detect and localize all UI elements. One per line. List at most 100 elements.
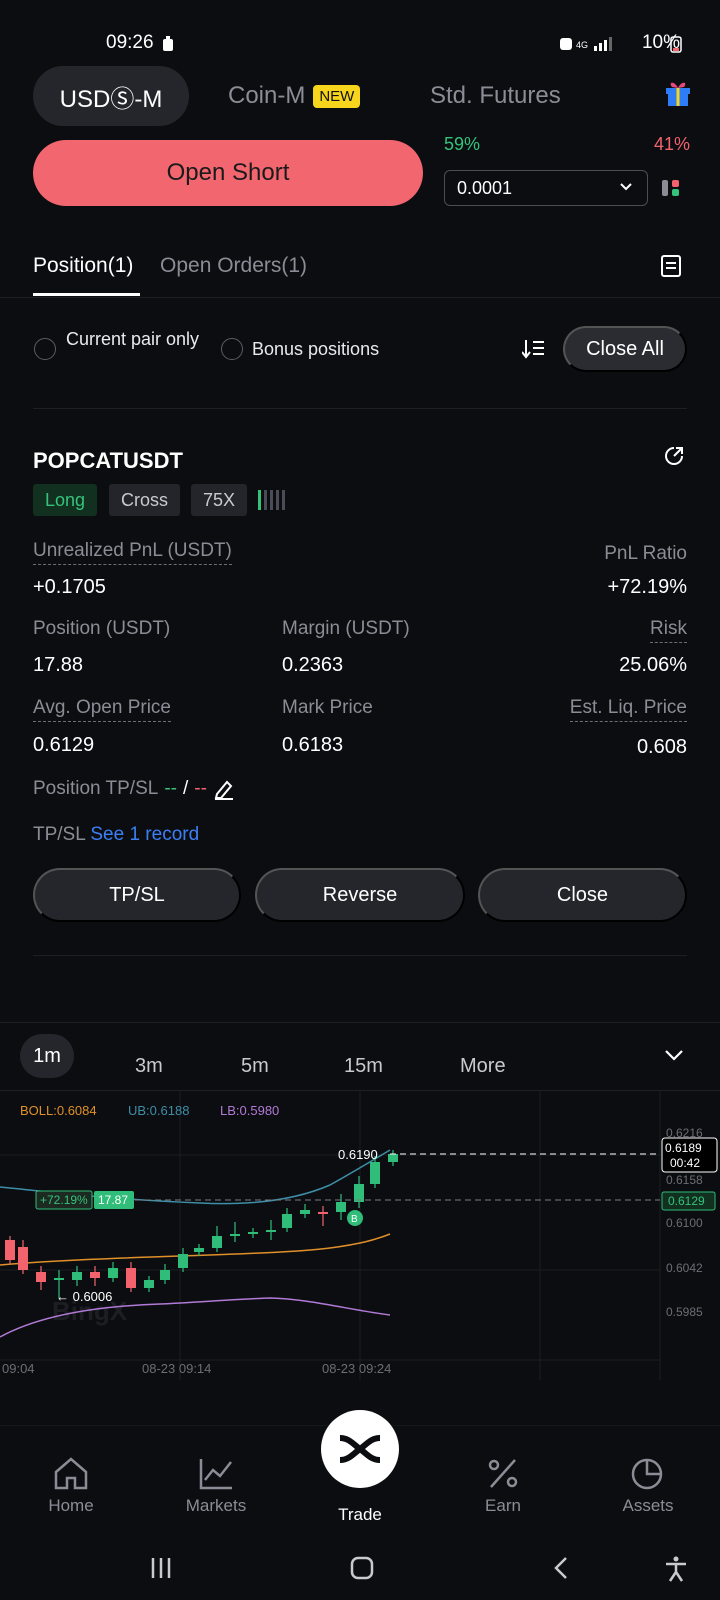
chevron-down-icon[interactable] bbox=[664, 1048, 684, 1062]
pnl-ratio-value: +72.19% bbox=[607, 576, 687, 598]
nav-earn-label: Earn bbox=[485, 1496, 521, 1515]
divider bbox=[33, 408, 687, 409]
buy-marker: B bbox=[351, 1214, 358, 1225]
entry-price-tag: 0.6129 bbox=[668, 1194, 705, 1208]
liq-price-value: 0.608 bbox=[636, 736, 687, 758]
candle bbox=[300, 1210, 310, 1214]
tpsl-button[interactable]: TP/SL bbox=[33, 868, 241, 922]
size-tag: 17.87 bbox=[98, 1193, 128, 1207]
lb-label: LB:0.5980 bbox=[220, 1103, 279, 1118]
sort-icon[interactable] bbox=[522, 338, 546, 360]
trade-button[interactable] bbox=[321, 1410, 399, 1488]
tab-open-orders[interactable]: Open Orders(1) bbox=[160, 254, 308, 277]
nav-assets[interactable]: Assets bbox=[598, 1456, 698, 1516]
candle bbox=[18, 1247, 28, 1270]
position-size-label: Position (USDT) bbox=[33, 618, 171, 639]
position-symbol[interactable]: POPCATUSDT bbox=[33, 448, 183, 473]
current-price-tag: 0.6189 bbox=[665, 1141, 702, 1155]
side-tag: Long bbox=[33, 484, 98, 516]
accessibility-icon[interactable] bbox=[664, 1556, 688, 1582]
risk-value: 25.06% bbox=[619, 654, 687, 676]
current-pair-label: Current pair only bbox=[66, 329, 200, 349]
gift-icon[interactable] bbox=[664, 78, 692, 108]
quantity-step-select[interactable]: 0.0001 bbox=[444, 170, 648, 206]
tab-position[interactable]: Position(1) bbox=[33, 254, 134, 277]
recent-apps-icon[interactable] bbox=[150, 1556, 172, 1580]
candle bbox=[282, 1214, 292, 1228]
timeframe-15m[interactable]: 15m bbox=[344, 1054, 383, 1077]
current-pair-radio[interactable] bbox=[34, 338, 56, 360]
home-icon bbox=[54, 1457, 88, 1490]
candle bbox=[144, 1280, 154, 1288]
nav-home[interactable]: Home bbox=[21, 1456, 121, 1516]
markets-icon bbox=[199, 1459, 232, 1490]
margin-label: Margin (USDT) bbox=[282, 618, 410, 639]
candle bbox=[54, 1278, 64, 1280]
timeframe-1m[interactable]: 1m bbox=[20, 1034, 74, 1078]
bonus-positions-label: Bonus positions bbox=[252, 339, 380, 359]
tab-std-futures[interactable]: Std. Futures bbox=[430, 66, 561, 126]
liq-price-label[interactable]: Est. Liq. Price bbox=[569, 697, 687, 722]
mark-price-label: Mark Price bbox=[282, 697, 373, 718]
unrealized-pnl-value: +0.1705 bbox=[33, 576, 106, 598]
reverse-button[interactable]: Reverse bbox=[255, 868, 465, 922]
tab-usds-m[interactable]: USDⓈ-M bbox=[33, 66, 189, 126]
candle bbox=[5, 1240, 15, 1260]
long-percentage: 59% bbox=[444, 134, 481, 154]
risk-label[interactable]: Risk bbox=[650, 618, 687, 643]
avg-open-price-label[interactable]: Avg. Open Price bbox=[33, 697, 172, 722]
adl-indicator bbox=[258, 490, 285, 510]
price-axis: 0.6216 0.6158 0.6100 0.6042 0.5985 bbox=[666, 1126, 703, 1319]
share-icon[interactable] bbox=[662, 444, 686, 468]
nav-markets[interactable]: Markets bbox=[166, 1456, 266, 1516]
svg-text:0.6100: 0.6100 bbox=[666, 1216, 703, 1230]
tab-coin-m[interactable]: Coin-M NEW bbox=[228, 66, 361, 126]
pie-chart-icon bbox=[631, 1458, 663, 1490]
svg-text:08-23 09:24: 08-23 09:24 bbox=[322, 1361, 391, 1376]
boll-label: BOLL:0.6084 bbox=[20, 1103, 97, 1118]
status-time: 09:26 bbox=[106, 32, 154, 53]
tab-usds-m-label: USDⓈ-M bbox=[59, 85, 163, 113]
unrealized-pnl-label[interactable]: Unrealized PnL (USDT) bbox=[33, 540, 232, 565]
svg-text:0.5985: 0.5985 bbox=[666, 1305, 703, 1319]
candle bbox=[336, 1202, 346, 1212]
close-position-button[interactable]: Close bbox=[478, 868, 687, 922]
quantity-step-value: 0.0001 bbox=[457, 177, 513, 198]
watermark: BingX bbox=[52, 1296, 128, 1326]
high-price-label: 0.6190 bbox=[338, 1147, 378, 1162]
tab-std-futures-label: Std. Futures bbox=[430, 82, 561, 109]
timeframe-more[interactable]: More bbox=[460, 1054, 506, 1077]
svg-text:09:04: 09:04 bbox=[2, 1361, 35, 1376]
timeframe-3m[interactable]: 3m bbox=[135, 1054, 163, 1077]
avg-open-price-value: 0.6129 bbox=[33, 734, 95, 756]
open-short-button[interactable]: Open Short bbox=[33, 140, 423, 206]
divider bbox=[0, 297, 720, 298]
timeframe-5m[interactable]: 5m bbox=[241, 1054, 269, 1077]
tpsl-record-label: TP/SL bbox=[33, 824, 86, 845]
tab-coin-m-label: Coin-M bbox=[228, 82, 306, 109]
chevron-down-icon bbox=[620, 183, 632, 191]
status-bar: 09:26 4G 10% bbox=[0, 0, 720, 60]
price-chart[interactable]: BOLL:0.6084 UB:0.6188 LB:0.5980 BingX +7… bbox=[0, 1090, 720, 1420]
nav-home-label: Home bbox=[48, 1496, 94, 1515]
home-system-icon[interactable] bbox=[350, 1556, 374, 1580]
divider bbox=[0, 1022, 720, 1023]
back-icon[interactable] bbox=[553, 1556, 569, 1580]
svg-text:4G: 4G bbox=[576, 40, 588, 50]
sl-value: -- bbox=[194, 778, 207, 799]
document-icon[interactable] bbox=[660, 254, 682, 278]
bonus-positions-radio[interactable] bbox=[221, 338, 243, 360]
order-book-icon[interactable] bbox=[662, 178, 680, 198]
signal-icons: 4G bbox=[560, 37, 612, 51]
tpsl-separator: / bbox=[182, 778, 189, 799]
nav-assets-label: Assets bbox=[622, 1496, 674, 1515]
candle bbox=[370, 1162, 380, 1184]
nav-earn[interactable]: Earn bbox=[453, 1456, 553, 1516]
candle bbox=[36, 1272, 46, 1282]
close-all-button[interactable]: Close All bbox=[563, 326, 687, 372]
nav-trade-label[interactable]: Trade bbox=[338, 1505, 382, 1524]
see-record-link[interactable]: See 1 record bbox=[90, 824, 200, 845]
svg-text:0.6216: 0.6216 bbox=[666, 1126, 703, 1140]
edit-icon[interactable] bbox=[213, 778, 235, 800]
candle bbox=[178, 1254, 188, 1268]
